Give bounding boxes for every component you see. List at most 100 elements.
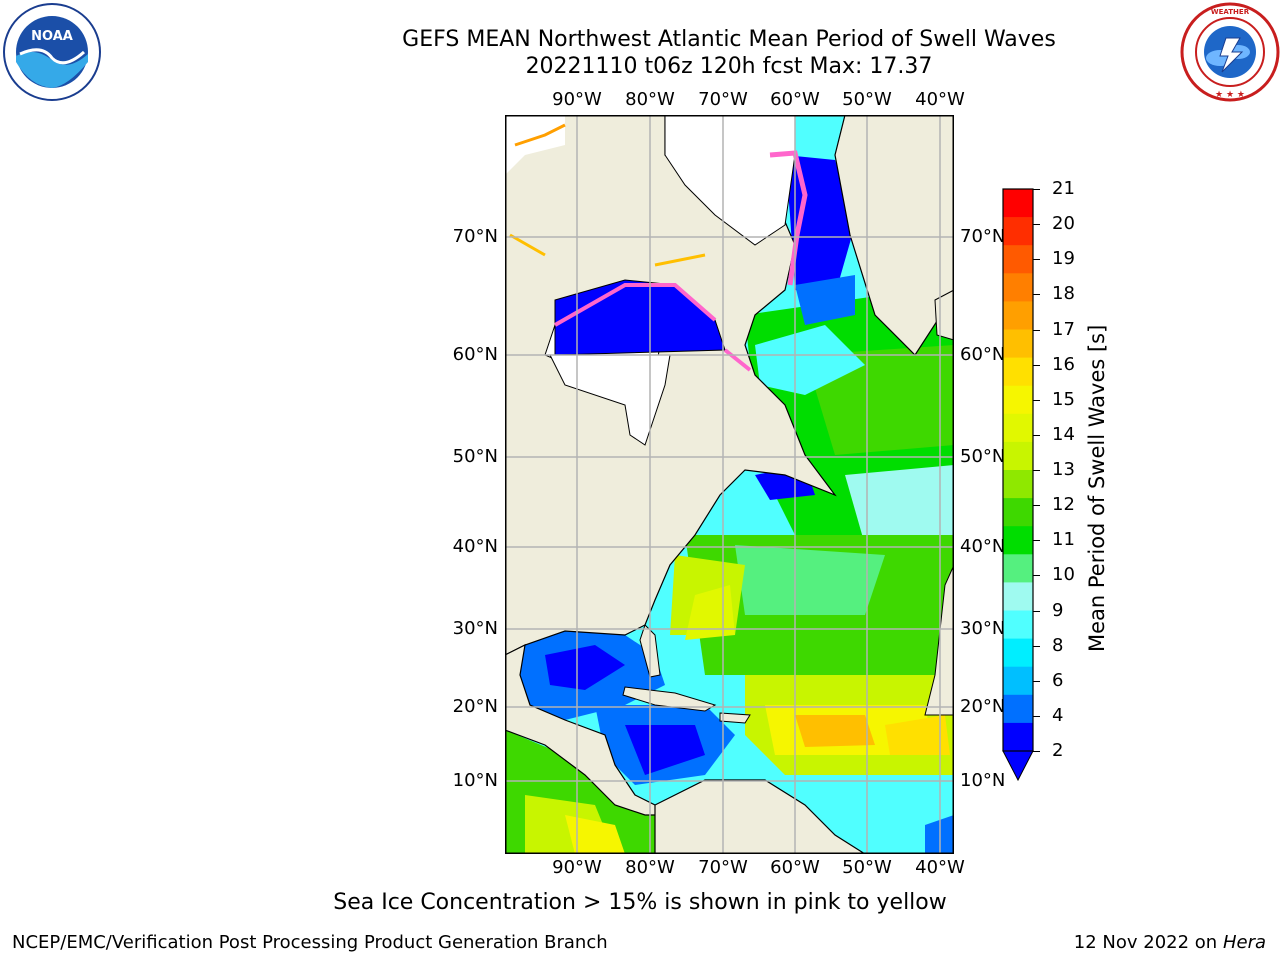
colorbar-segment bbox=[1003, 582, 1033, 611]
colorbar-tick-label: 16 bbox=[1052, 353, 1075, 375]
colorbar-tick bbox=[1033, 575, 1040, 577]
colorbar-tick bbox=[1033, 610, 1040, 612]
lon-label-top: 40°W bbox=[915, 89, 965, 110]
colorbar-tick-label: 18 bbox=[1052, 283, 1075, 305]
colorbar-tick bbox=[1033, 399, 1040, 401]
lon-label-top: 60°W bbox=[770, 89, 820, 110]
lon-label-top: 50°W bbox=[842, 89, 892, 110]
colorbar-segment bbox=[1003, 413, 1033, 443]
map-frame bbox=[505, 115, 954, 854]
colorbar-segment bbox=[1003, 694, 1033, 724]
colorbar-segment bbox=[1003, 301, 1033, 330]
colorbar-tick-label: 13 bbox=[1052, 459, 1075, 480]
colorbar-segment bbox=[1003, 441, 1033, 471]
lat-label-right: 60°N bbox=[960, 344, 1006, 365]
colorbar-segment bbox=[1003, 329, 1033, 359]
cuba-land bbox=[622, 686, 717, 712]
colorbar-tick bbox=[1033, 434, 1040, 436]
colorbar bbox=[1002, 188, 1034, 782]
south-america-land bbox=[654, 779, 867, 854]
lon-label-bottom: 60°W bbox=[770, 857, 820, 878]
colorbar-segment bbox=[1003, 470, 1033, 499]
colorbar-tick-label: 4 bbox=[1052, 704, 1064, 726]
colorbar-tick-label: 15 bbox=[1052, 388, 1075, 410]
james-bay-ice bbox=[549, 354, 671, 446]
colorbar-segment bbox=[1003, 245, 1033, 274]
lon-label-top: 80°W bbox=[625, 89, 675, 110]
lat-label-right: 10°N bbox=[960, 770, 1006, 791]
graticule bbox=[505, 115, 954, 854]
lon-label-bottom: 70°W bbox=[698, 857, 748, 878]
lon-label-bottom: 40°W bbox=[915, 857, 965, 878]
lon-label-top: 90°W bbox=[552, 89, 602, 110]
colorbar-tick bbox=[1033, 224, 1040, 226]
colorbar-tick-label: 14 bbox=[1052, 423, 1075, 445]
colorbar-tick-label: 19 bbox=[1052, 248, 1075, 270]
colorbar-title: Mean Period of Swell Waves [s] bbox=[1085, 324, 1109, 652]
colorbar-tick bbox=[1033, 715, 1040, 717]
colorbar-segment bbox=[1003, 189, 1033, 218]
lat-label-left: 40°N bbox=[452, 536, 498, 557]
colorbar-segment bbox=[1003, 498, 1033, 527]
lat-label-left: 10°N bbox=[452, 770, 498, 791]
colorbar-segment bbox=[1003, 273, 1033, 302]
colorbar-segment bbox=[1003, 217, 1033, 246]
colorbar-tick bbox=[1033, 505, 1040, 507]
noaa-logo-text: NOAA bbox=[31, 29, 73, 44]
colorbar-extend-arrow bbox=[1002, 750, 1034, 782]
colorbar-tick-label: 10 bbox=[1052, 564, 1075, 586]
lat-label-left: 60°N bbox=[452, 344, 498, 365]
lat-label-right: 20°N bbox=[960, 696, 1006, 717]
lat-label-right: 30°N bbox=[960, 618, 1006, 639]
lat-label-right: 70°N bbox=[960, 226, 1006, 247]
colorbar-tick-label: 9 bbox=[1052, 599, 1064, 621]
central-america-land bbox=[505, 643, 667, 816]
colorbar-tick-label: 20 bbox=[1052, 213, 1075, 235]
nws-logo: WEATHER ★ ★ ★ bbox=[1180, 2, 1280, 102]
lon-label-bottom: 80°W bbox=[625, 857, 675, 878]
colorbar-segment bbox=[1003, 554, 1033, 583]
lat-label-left: 30°N bbox=[452, 618, 498, 639]
svg-text:WEATHER: WEATHER bbox=[1211, 8, 1250, 16]
colorbar-segment bbox=[1003, 357, 1033, 387]
lat-label-left: 20°N bbox=[452, 696, 498, 717]
lon-label-bottom: 50°W bbox=[842, 857, 892, 878]
map-panel bbox=[505, 115, 954, 854]
lon-label-bottom: 90°W bbox=[552, 857, 602, 878]
colorbar-segment bbox=[1003, 722, 1033, 752]
footer-credit: NCEP/EMC/Verification Post Processing Pr… bbox=[12, 932, 608, 953]
colorbar-tick bbox=[1033, 294, 1040, 296]
colorbar-tick-label: 2 bbox=[1052, 740, 1064, 761]
colorbar-tick bbox=[1033, 364, 1040, 366]
chart-title: GEFS MEAN Northwest Atlantic Mean Period… bbox=[402, 27, 1056, 52]
colorbar-tick bbox=[1033, 189, 1040, 190]
lon-label-top: 70°W bbox=[698, 89, 748, 110]
colorbar-tick bbox=[1033, 470, 1040, 471]
colorbar-tick-label: 11 bbox=[1052, 529, 1075, 551]
lat-label-left: 70°N bbox=[452, 226, 498, 247]
footer-date: 12 Nov 2022 on Hera bbox=[1074, 932, 1266, 953]
colorbar-tick-label: 17 bbox=[1052, 318, 1075, 340]
colorbar-tick bbox=[1033, 680, 1040, 682]
colorbar-tick-label: 21 bbox=[1052, 178, 1075, 199]
colorbar-tick-label: 12 bbox=[1052, 494, 1075, 516]
svg-text:★ ★ ★: ★ ★ ★ bbox=[1215, 90, 1245, 100]
colorbar-tick-label: 8 bbox=[1052, 634, 1064, 656]
colorbar-segment bbox=[1003, 666, 1033, 696]
colorbar-segment bbox=[1003, 638, 1033, 668]
colorbar-segment bbox=[1003, 610, 1033, 640]
colorbar-tick bbox=[1033, 751, 1040, 752]
colorbar-tick bbox=[1033, 645, 1040, 647]
footer-machine: Hera bbox=[1222, 932, 1266, 953]
north-america-land bbox=[505, 115, 837, 656]
greenland-land bbox=[834, 115, 954, 356]
noaa-logo: NOAA bbox=[3, 3, 101, 101]
lat-label-right: 50°N bbox=[960, 446, 1006, 467]
colorbar-segment bbox=[1003, 385, 1033, 415]
colorbar-tick bbox=[1033, 329, 1040, 331]
sea-ice-note: Sea Ice Concentration > 15% is shown in … bbox=[333, 890, 947, 915]
lat-label-right: 40°N bbox=[960, 536, 1006, 557]
footer-date-text: 12 Nov 2022 on bbox=[1073, 932, 1218, 953]
lat-label-left: 50°N bbox=[452, 446, 498, 467]
colorbar-tick bbox=[1033, 259, 1040, 261]
